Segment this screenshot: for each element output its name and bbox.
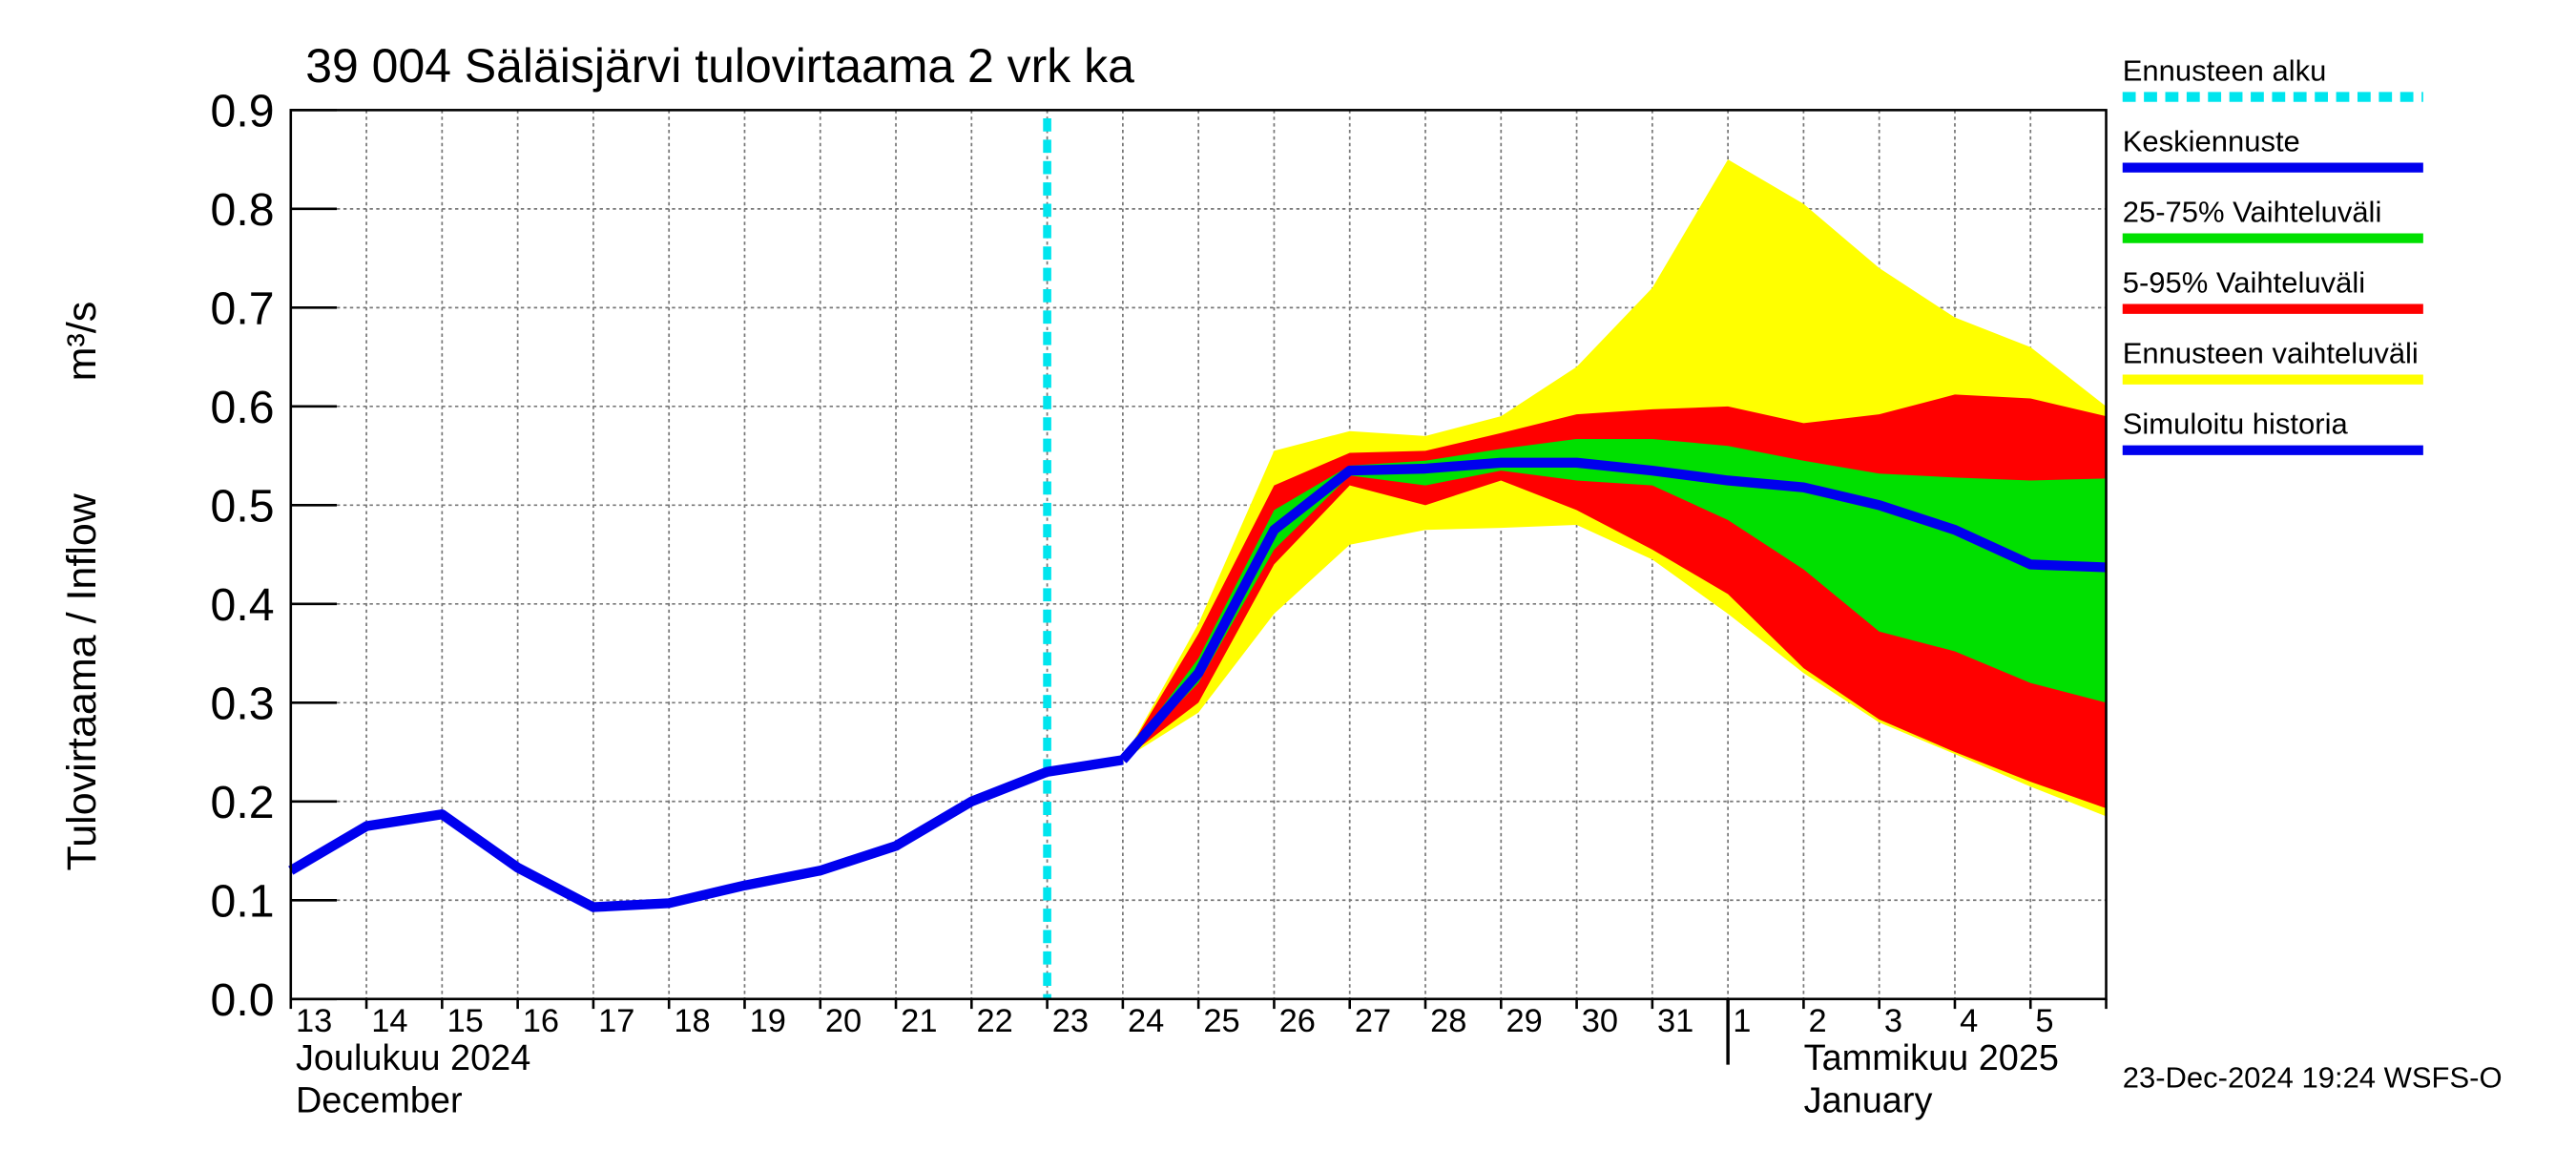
x-tick-label: 20 (825, 1003, 862, 1039)
y-axis-unit: m³/s (59, 302, 105, 382)
y-tick-label: 0.5 (211, 481, 275, 533)
y-tick-label: 0.9 (211, 86, 275, 137)
y-tick-label: 0.0 (211, 974, 275, 1026)
month-label: December (296, 1081, 463, 1121)
band (1122, 438, 2107, 761)
x-tick-label: 31 (1657, 1003, 1693, 1039)
x-tick-label: 23 (1052, 1003, 1089, 1039)
x-tick-label: 2 (1809, 1003, 1827, 1039)
y-axis-label: Tulovirtaama / Inflow (59, 492, 105, 870)
month-label: Tammikuu 2025 (1804, 1038, 2059, 1078)
x-tick-label: 27 (1355, 1003, 1391, 1039)
x-tick-label: 14 (371, 1003, 407, 1039)
x-tick-label: 5 (2035, 1003, 2053, 1039)
x-tick-label: 15 (447, 1003, 484, 1039)
x-tick-label: 19 (750, 1003, 786, 1039)
x-tick-label: 1 (1733, 1003, 1751, 1039)
legend-label: Ennusteen alku (2123, 53, 2327, 87)
x-tick-label: 4 (1960, 1003, 1978, 1039)
legend-label: 25-75% Vaihteluväli (2123, 195, 2382, 228)
line (288, 755, 1124, 912)
y-tick-label: 0.6 (211, 382, 275, 433)
x-tick-label: 17 (598, 1003, 634, 1039)
legend-label: 5-95% Vaihteluväli (2123, 265, 2365, 299)
x-tick-label: 25 (1203, 1003, 1239, 1039)
x-tick-label: 28 (1430, 1003, 1466, 1039)
y-tick-label: 0.4 (211, 579, 275, 631)
month-label: January (1804, 1081, 1933, 1121)
x-tick-label: 3 (1884, 1003, 1902, 1039)
y-tick-label: 0.8 (211, 184, 275, 236)
x-tick-label: 22 (976, 1003, 1012, 1039)
plot-frame (289, 109, 2108, 1001)
legend-label: Simuloitu historia (2123, 408, 2349, 441)
y-tick-label: 0.3 (211, 679, 275, 730)
footer: 23-Dec-2024 19:24 WSFS-O (2123, 1061, 2503, 1095)
y-tick-label: 0.1 (211, 876, 275, 928)
x-tick-label: 26 (1279, 1003, 1316, 1039)
month-label: Joulukuu 2024 (296, 1038, 530, 1078)
y-tick-label: 0.2 (211, 777, 275, 828)
y-tick-label: 0.7 (211, 283, 275, 335)
x-tick-label: 16 (523, 1003, 559, 1039)
line (1118, 457, 2107, 763)
x-tick-label: 24 (1128, 1003, 1164, 1039)
legend-label: Ennusteen vaihteluväli (2123, 336, 2419, 369)
legend-label: Keskiennuste (2123, 124, 2300, 157)
x-tick-label: 29 (1506, 1003, 1542, 1039)
x-tick-label: 21 (901, 1003, 937, 1039)
x-tick-label: 13 (296, 1003, 332, 1039)
x-tick-label: 18 (674, 1003, 710, 1039)
chart-title: 39 004 Säläisjärvi tulovirtaama 2 vrk ka (305, 39, 1134, 93)
x-tick-label: 30 (1582, 1003, 1618, 1039)
